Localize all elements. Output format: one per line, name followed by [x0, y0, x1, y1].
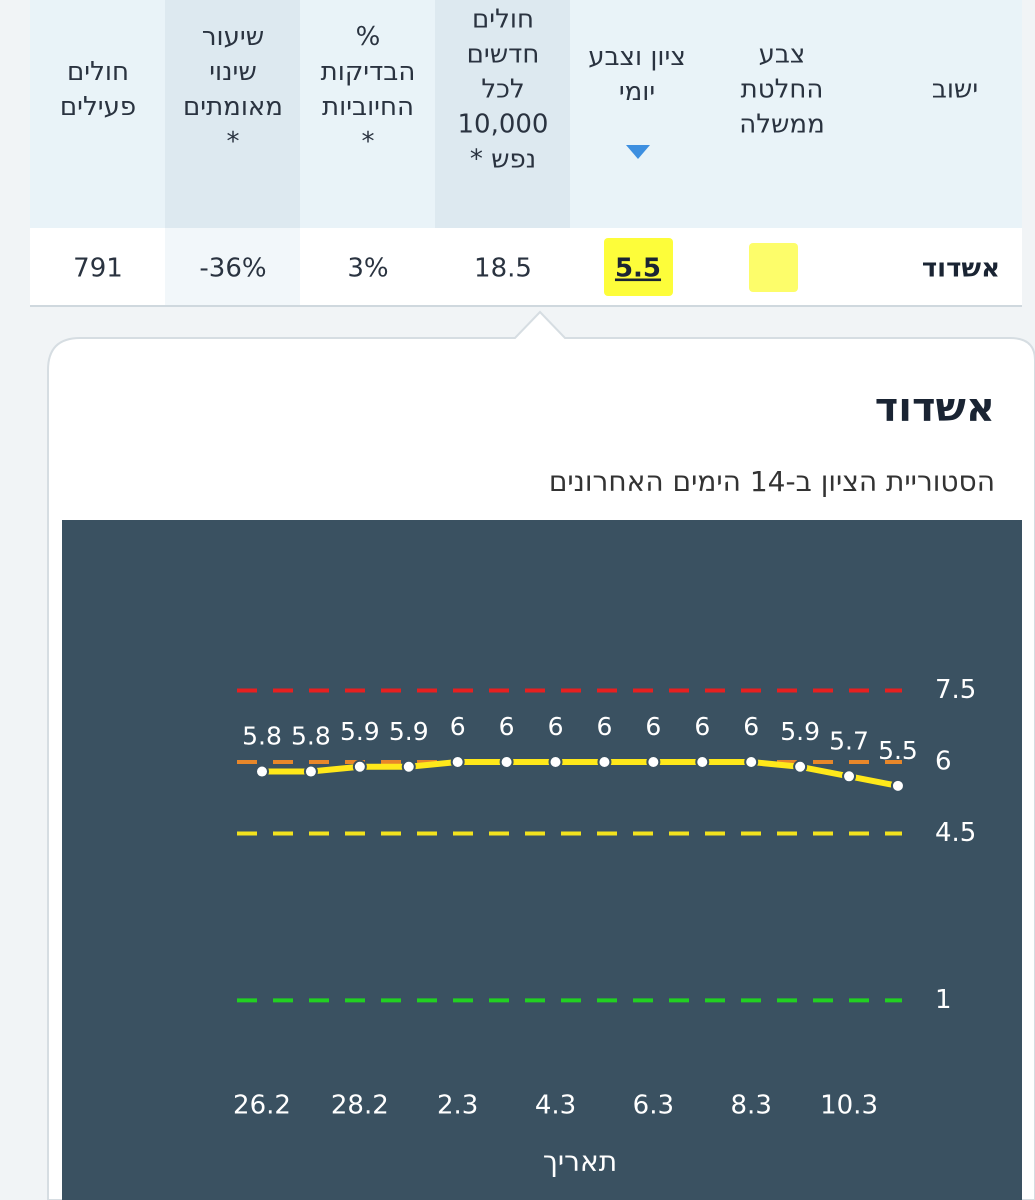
header-text: חדשים: [467, 40, 540, 70]
point: [401, 759, 416, 774]
chart-area: [62, 520, 1022, 1200]
header-text: ציון וצבע: [588, 42, 686, 72]
score: 5.5: [615, 254, 661, 284]
table: ישוב צבע החלטת ממשלה ציון וצבע יומי חולים חדשים…: [60, 5, 1000, 284]
header-text: שיעור: [202, 22, 264, 52]
column-highlight: [165, 228, 300, 306]
x-tick-label: 4.3: [535, 1091, 576, 1121]
data-label: 5.9: [389, 717, 429, 746]
point: [352, 759, 367, 774]
header-text: חולים: [67, 57, 129, 87]
point: [646, 755, 661, 769]
popup-subtitle: הסטוריית הציון ב-14 הימים האחרונים: [549, 465, 995, 498]
point: [695, 755, 710, 769]
x-tick-label: 2.3: [437, 1091, 478, 1121]
column-highlight: [435, 0, 570, 228]
color-swatch: [749, 243, 798, 292]
header-text: החלטת: [741, 75, 824, 105]
y-tick-label: 7.5: [935, 675, 976, 705]
header-text: חולים: [472, 5, 534, 35]
header-text: מאומתים: [183, 92, 283, 122]
y-tick-label: 6: [935, 747, 952, 777]
header-text: החיוביות: [322, 92, 414, 122]
popup-title: אשדוד: [875, 385, 995, 431]
data-label: 6: [596, 712, 612, 741]
sort-icon[interactable]: [626, 145, 650, 159]
data-label: 5.9: [340, 717, 380, 746]
header-text: לכל: [481, 75, 524, 105]
point: [597, 755, 612, 769]
header-text: שינוי: [209, 57, 257, 87]
data-label: 5.8: [291, 722, 331, 751]
cell: -36%: [199, 254, 266, 284]
x-tick-label: 26.2: [233, 1091, 291, 1121]
header-text: הבדיקות: [321, 57, 416, 87]
header-text: %: [356, 22, 381, 52]
header-text: *: [227, 127, 240, 157]
x-tick-label: 10.3: [820, 1091, 878, 1121]
data-label: 5.7: [829, 726, 869, 755]
data-label: 6: [645, 712, 661, 741]
header-text: נפש *: [470, 145, 536, 175]
point: [499, 755, 514, 769]
data-label: 5.9: [780, 717, 820, 746]
point: [793, 759, 808, 774]
point: [548, 755, 563, 769]
data-label: 6: [499, 712, 515, 741]
header-text: פעילים: [60, 92, 136, 122]
cell: 3%: [347, 254, 388, 284]
x-tick-label: 8.3: [731, 1091, 772, 1121]
point: [744, 755, 759, 769]
point: [842, 769, 857, 784]
data-label: 5.8: [242, 722, 282, 751]
x-tick-label: 28.2: [331, 1091, 389, 1121]
point: [450, 755, 465, 769]
city: אשדוד: [922, 254, 1000, 284]
data-label: 6: [694, 712, 710, 741]
x-axis-label: תאריך: [543, 1145, 617, 1178]
data-label: 6: [450, 712, 466, 741]
header-text: יומי: [619, 77, 655, 107]
data-label: 6: [548, 712, 564, 741]
cell: 18.5: [474, 254, 532, 284]
score-badge[interactable]: [604, 238, 673, 296]
data-label: 6: [743, 712, 759, 741]
chart: 1 4.5 6 7.5 5.8 5.8 5.9 5.9 6 6 6 6 6 6 6 5.9 5.7 5.5 26.2…: [233, 675, 976, 1178]
y-tick-label: 4.5: [935, 818, 976, 848]
data-label: 5.5: [878, 736, 918, 765]
score-line: [262, 759, 899, 789]
point: [890, 778, 905, 793]
y-tick-label: 1: [935, 985, 952, 1015]
header-text: *: [362, 127, 375, 157]
header-text: 10,000: [458, 110, 549, 140]
header-text: צבע: [759, 40, 806, 70]
header-text: ממשלה: [739, 110, 825, 140]
point: [303, 764, 318, 779]
cell: 791: [73, 254, 123, 284]
x-tick-label: 6.3: [633, 1091, 674, 1121]
header-text: ישוב: [932, 75, 978, 105]
point: [255, 764, 269, 779]
